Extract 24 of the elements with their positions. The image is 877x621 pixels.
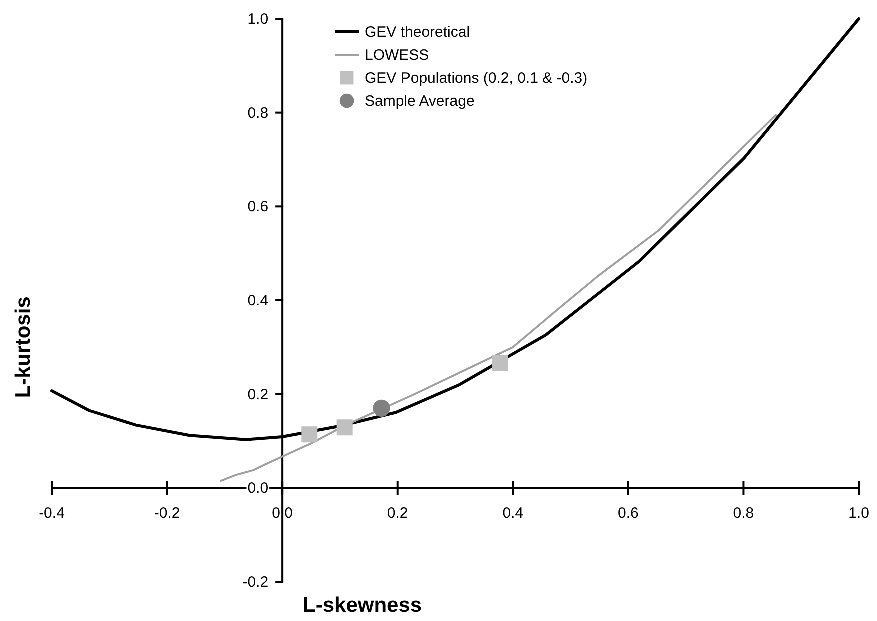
legend-label: GEV theoretical <box>365 24 470 41</box>
legend-label: GEV Populations (0.2, 0.1 & -0.3) <box>365 70 588 87</box>
legend-label: LOWESS <box>365 47 430 64</box>
x-tick-label: -0.2 <box>154 505 180 522</box>
y-tick-label: -0.2 <box>242 574 269 591</box>
point <box>336 420 353 436</box>
x-tick-label: 0.2 <box>387 505 408 522</box>
x-tick-label: 0.4 <box>502 505 524 522</box>
point <box>492 355 508 372</box>
x-tick-label: -0.4 <box>39 505 65 522</box>
x-axis-title: L-skewness <box>303 594 422 617</box>
y-axis-title: L-kurtosis <box>12 296 35 398</box>
legend-label: Sample Average <box>365 93 475 110</box>
y-tick-label: 0.2 <box>248 386 269 404</box>
y-tick-label: 0.0 <box>248 480 269 498</box>
x-tick-label: 1.0 <box>848 505 870 522</box>
x-tick-label: 0.8 <box>733 505 754 522</box>
point <box>302 426 318 443</box>
y-tick-label: 0.4 <box>248 292 269 310</box>
point <box>373 400 390 417</box>
y-tick-label: 0.6 <box>248 198 269 216</box>
y-tick-label: 1.0 <box>248 11 269 28</box>
y-tick-label: 0.8 <box>248 104 269 122</box>
x-tick-label: 0.6 <box>618 505 639 522</box>
